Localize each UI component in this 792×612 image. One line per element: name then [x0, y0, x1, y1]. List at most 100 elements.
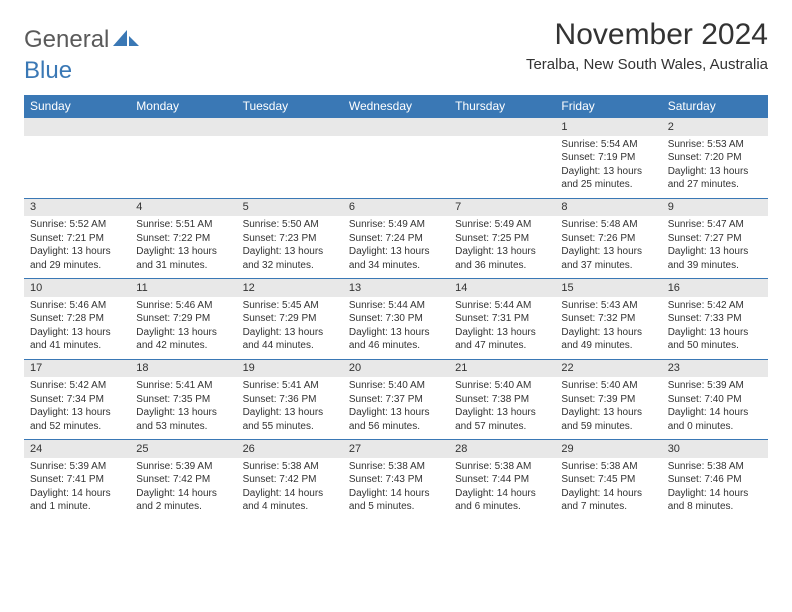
day-number-row: 24252627282930	[24, 440, 768, 458]
daylight-text: Daylight: 13 hours and 47 minutes.	[455, 326, 549, 353]
sunset-text: Sunset: 7:35 PM	[136, 393, 230, 407]
day-number: 10	[24, 279, 130, 297]
sunrise-text: Sunrise: 5:38 AM	[455, 460, 549, 474]
day-cell	[343, 136, 449, 199]
sunset-text: Sunset: 7:30 PM	[349, 312, 443, 326]
sunrise-text: Sunrise: 5:44 AM	[349, 299, 443, 313]
day-cell: Sunrise: 5:48 AMSunset: 7:26 PMDaylight:…	[555, 216, 661, 279]
day-number: 21	[449, 359, 555, 377]
daylight-text: Daylight: 13 hours and 49 minutes.	[561, 326, 655, 353]
sunrise-text: Sunrise: 5:40 AM	[561, 379, 655, 393]
sunset-text: Sunset: 7:46 PM	[668, 473, 762, 487]
day-number: 30	[662, 440, 768, 458]
day-cell: Sunrise: 5:47 AMSunset: 7:27 PMDaylight:…	[662, 216, 768, 279]
daylight-text: Daylight: 13 hours and 50 minutes.	[668, 326, 762, 353]
calendar-body: 12Sunrise: 5:54 AMSunset: 7:19 PMDayligh…	[24, 118, 768, 520]
daylight-text: Daylight: 13 hours and 29 minutes.	[30, 245, 124, 272]
daylight-text: Daylight: 13 hours and 39 minutes.	[668, 245, 762, 272]
daylight-text: Daylight: 13 hours and 44 minutes.	[243, 326, 337, 353]
sunset-text: Sunset: 7:44 PM	[455, 473, 549, 487]
sunset-text: Sunset: 7:28 PM	[30, 312, 124, 326]
sunset-text: Sunset: 7:41 PM	[30, 473, 124, 487]
day-number: 11	[130, 279, 236, 297]
day-cell: Sunrise: 5:41 AMSunset: 7:35 PMDaylight:…	[130, 377, 236, 440]
day-number	[237, 118, 343, 136]
daylight-text: Daylight: 13 hours and 52 minutes.	[30, 406, 124, 433]
day-cell: Sunrise: 5:49 AMSunset: 7:24 PMDaylight:…	[343, 216, 449, 279]
sunrise-text: Sunrise: 5:42 AM	[668, 299, 762, 313]
day-number: 15	[555, 279, 661, 297]
day-number-row: 10111213141516	[24, 279, 768, 297]
daylight-text: Daylight: 13 hours and 59 minutes.	[561, 406, 655, 433]
title-block: November 2024 Teralba, New South Wales, …	[526, 18, 768, 73]
sunset-text: Sunset: 7:42 PM	[136, 473, 230, 487]
day-cell: Sunrise: 5:38 AMSunset: 7:46 PMDaylight:…	[662, 458, 768, 520]
sunrise-text: Sunrise: 5:44 AM	[455, 299, 549, 313]
day-cell	[130, 136, 236, 199]
daylight-text: Daylight: 14 hours and 4 minutes.	[243, 487, 337, 514]
day-number: 23	[662, 359, 768, 377]
dow-saturday: Saturday	[662, 95, 768, 118]
day-content-row: Sunrise: 5:46 AMSunset: 7:28 PM Daylight:…	[24, 297, 768, 360]
day-cell	[449, 136, 555, 199]
day-number: 28	[449, 440, 555, 458]
brand-part2: Blue	[24, 57, 72, 85]
day-cell: Sunrise: 5:43 AMSunset: 7:32 PMDaylight:…	[555, 297, 661, 360]
day-number: 26	[237, 440, 343, 458]
day-number-row: 17181920212223	[24, 359, 768, 377]
sunrise-text: Sunrise: 5:46 AM	[30, 299, 124, 313]
sunrise-text: Sunrise: 5:38 AM	[668, 460, 762, 474]
day-number: 13	[343, 279, 449, 297]
daylight-text: Daylight: 13 hours and 36 minutes.	[455, 245, 549, 272]
day-number: 8	[555, 198, 661, 216]
sunset-text: Sunset: 7:37 PM	[349, 393, 443, 407]
sunrise-text: Sunrise: 5:50 AM	[243, 218, 337, 232]
day-number: 29	[555, 440, 661, 458]
day-number: 25	[130, 440, 236, 458]
day-cell: Sunrise: 5:38 AMSunset: 7:45 PMDaylight:…	[555, 458, 661, 520]
day-number: 27	[343, 440, 449, 458]
day-content-row: Sunrise: 5:42 AMSunset: 7:34 PMDaylight:…	[24, 377, 768, 440]
dow-thursday: Thursday	[449, 95, 555, 118]
dow-monday: Monday	[130, 95, 236, 118]
sunset-text: Sunset: 7:32 PM	[561, 312, 655, 326]
sunset-text: Sunset: 7:33 PM	[668, 312, 762, 326]
day-number: 20	[343, 359, 449, 377]
day-number: 22	[555, 359, 661, 377]
daylight-text: Daylight: 13 hours and 46 minutes.	[349, 326, 443, 353]
day-cell: Sunrise: 5:42 AMSunset: 7:33 PMDaylight:…	[662, 297, 768, 360]
day-cell: Sunrise: 5:40 AMSunset: 7:38 PMDaylight:…	[449, 377, 555, 440]
sunset-text: Sunset: 7:25 PM	[455, 232, 549, 246]
sunset-text: Sunset: 7:26 PM	[561, 232, 655, 246]
daylight-text: Daylight: 13 hours and 25 minutes.	[561, 165, 655, 192]
daylight-text: Daylight: 13 hours and 31 minutes.	[136, 245, 230, 272]
day-number: 1	[555, 118, 661, 136]
day-number: 5	[237, 198, 343, 216]
day-number: 16	[662, 279, 768, 297]
day-number	[24, 118, 130, 136]
day-number: 9	[662, 198, 768, 216]
daylight-text: Daylight: 14 hours and 5 minutes.	[349, 487, 443, 514]
day-number: 12	[237, 279, 343, 297]
daylight-text: Daylight: 13 hours and 57 minutes.	[455, 406, 549, 433]
day-cell: Sunrise: 5:42 AMSunset: 7:34 PMDaylight:…	[24, 377, 130, 440]
daylight-text: Daylight: 13 hours and 34 minutes.	[349, 245, 443, 272]
day-cell: Sunrise: 5:45 AMSunset: 7:29 PMDaylight:…	[237, 297, 343, 360]
day-number: 17	[24, 359, 130, 377]
day-cell: Sunrise: 5:51 AMSunset: 7:22 PMDaylight:…	[130, 216, 236, 279]
day-number	[449, 118, 555, 136]
sunrise-text: Sunrise: 5:41 AM	[136, 379, 230, 393]
day-cell: Sunrise: 5:40 AMSunset: 7:37 PMDaylight:…	[343, 377, 449, 440]
sunrise-text: Sunrise: 5:40 AM	[455, 379, 549, 393]
sunset-text: Sunset: 7:24 PM	[349, 232, 443, 246]
day-number: 3	[24, 198, 130, 216]
daylight-text: Daylight: 13 hours and 53 minutes.	[136, 406, 230, 433]
sunrise-text: Sunrise: 5:45 AM	[243, 299, 337, 313]
day-cell: Sunrise: 5:39 AMSunset: 7:41 PMDaylight:…	[24, 458, 130, 520]
daylight-text: Daylight: 13 hours and 42 minutes.	[136, 326, 230, 353]
day-number-row: 12	[24, 118, 768, 136]
dow-wednesday: Wednesday	[343, 95, 449, 118]
sunset-text: Sunset: 7:40 PM	[668, 393, 762, 407]
daylight-text: Daylight: 13 hours and 37 minutes.	[561, 245, 655, 272]
sunrise-text: Sunrise: 5:53 AM	[668, 138, 762, 152]
